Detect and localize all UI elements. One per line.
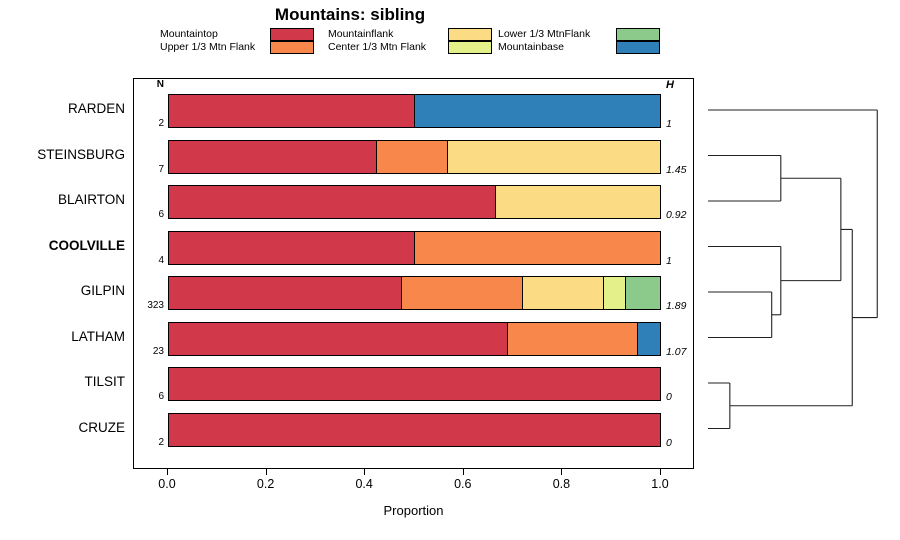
bar-segment — [169, 368, 660, 400]
legend-swatch — [448, 28, 492, 41]
y-axis-label-cruze: CRUZE — [78, 419, 126, 435]
x-axis-title: Proportion — [383, 503, 444, 518]
n-value: 23 — [152, 345, 164, 357]
h-value: 0.92 — [666, 209, 687, 221]
bar-segment — [169, 231, 415, 264]
legend-label: Mountainflank — [328, 28, 394, 40]
dendrogram-svg — [708, 109, 878, 430]
y-axis-label-latham: LATHAM — [71, 328, 125, 344]
bar-segment — [604, 277, 626, 309]
n-value: 7 — [158, 163, 164, 175]
bar-segment — [169, 95, 415, 127]
column-header-n: N — [156, 79, 164, 90]
stacked-bar-steinsburg[interactable] — [168, 139, 661, 174]
legend-entry: Center 1/3 Mtn Flank — [328, 41, 500, 54]
x-axis-tick-label: 0.0 — [158, 477, 176, 491]
n-value: 2 — [158, 118, 164, 129]
column-header-h: H — [666, 79, 674, 91]
x-axis-tick-label: 0.8 — [552, 477, 571, 491]
legend-label: Mountainbase — [498, 41, 564, 53]
x-axis-tick — [364, 469, 366, 475]
n-value: 6 — [158, 209, 164, 220]
x-axis: 0.0 0.2 0.4 0.6 0.8 1.0 — [133, 469, 694, 529]
bar-segment — [447, 140, 660, 173]
stacked-bar-coolville[interactable] — [168, 230, 661, 265]
legend-label: Center 1/3 Mtn Flank — [328, 41, 427, 53]
x-axis-tick — [561, 469, 563, 475]
legend-entry: Lower 1/3 MtnFlank — [498, 28, 673, 41]
h-value: 0 — [666, 436, 672, 449]
plot-panel: N H 2 1 7 1.45 6 0.92 4 1 323 1.89 23 1.07 6 0 2 0 — [133, 78, 694, 469]
x-axis-tick — [265, 469, 267, 475]
stacked-bar-gilpin[interactable] — [168, 276, 661, 310]
legend-label: Lower 1/3 MtnFlank — [498, 28, 591, 40]
h-value: 1.45 — [666, 163, 687, 176]
y-axis-label-gilpin: GILPIN — [80, 283, 125, 298]
bar-segment — [522, 277, 605, 309]
bar-segment — [637, 322, 660, 355]
bar-segment — [169, 140, 378, 173]
legend-column-0: Mountaintop Upper 1/3 Mtn Flank — [160, 28, 330, 58]
legend-swatch — [270, 28, 314, 41]
stacked-bar-rarden[interactable] — [168, 94, 661, 128]
bar-segment — [169, 413, 660, 446]
x-axis-tick-label: 0.6 — [454, 477, 472, 491]
legend-swatch — [616, 41, 660, 54]
x-axis-tick-label: 0.2 — [256, 477, 275, 491]
y-axis-label-tilsit: TILSIT — [84, 374, 125, 389]
stacked-bar-latham[interactable] — [168, 321, 661, 356]
y-axis-label-coolville: COOLVILLE — [48, 237, 125, 253]
bar-segment — [507, 322, 638, 355]
legend-column-2: Lower 1/3 MtnFlank Mountainbase — [498, 28, 673, 58]
x-axis-tick — [660, 469, 661, 475]
legend-swatch — [616, 28, 660, 41]
h-value: 1.07 — [666, 345, 687, 358]
chart-title: Mountains: sibling — [274, 5, 426, 24]
bar-segment — [402, 277, 523, 309]
bar-segment — [625, 277, 660, 309]
stacked-bar-tilsit[interactable] — [168, 367, 661, 401]
legend-entry: Mountainbase — [498, 41, 673, 54]
legend-entry: Mountainflank — [328, 28, 500, 41]
legend-label: Mountaintop — [160, 28, 218, 40]
x-axis-tick-label: 0.4 — [355, 477, 373, 491]
legend: Mountaintop Upper 1/3 Mtn Flank Mountainfl… — [160, 28, 700, 58]
x-axis-tick — [462, 469, 464, 475]
bar-segment — [495, 186, 660, 218]
bar-segment — [414, 231, 660, 264]
stacked-bar-blairton[interactable] — [168, 185, 661, 219]
x-axis-tick — [167, 469, 168, 475]
n-value: 4 — [158, 254, 164, 266]
h-value: 1.89 — [666, 300, 687, 312]
h-value: 0 — [666, 391, 672, 403]
legend-entry: Upper 1/3 Mtn Flank — [160, 41, 330, 54]
legend-swatch — [270, 41, 314, 54]
y-axis-label-rarden: RARDEN — [67, 101, 125, 116]
h-value: 1 — [666, 118, 672, 130]
bar-segment — [169, 186, 496, 218]
x-axis-tick-label: 1.0 — [651, 477, 669, 491]
y-axis-label-blairton: BLAIRTON — [57, 192, 125, 207]
y-axis-label-steinsburg: STEINSBURG — [37, 146, 125, 162]
bar-segment — [169, 322, 508, 355]
stacked-bar-cruze[interactable] — [168, 412, 661, 447]
bar-segment — [414, 95, 660, 127]
legend-column-1: Mountainflank Center 1/3 Mtn Flank — [328, 28, 500, 58]
bar-segment — [377, 140, 448, 173]
legend-entry: Mountaintop — [160, 28, 330, 41]
h-value: 1 — [666, 254, 672, 267]
n-value: 2 — [158, 436, 164, 448]
dendrogram — [700, 78, 900, 469]
bar-segment — [169, 277, 403, 309]
legend-label: Upper 1/3 Mtn Flank — [160, 41, 256, 53]
n-value: 323 — [147, 300, 164, 311]
legend-swatch — [448, 41, 492, 54]
n-value: 6 — [158, 391, 164, 402]
